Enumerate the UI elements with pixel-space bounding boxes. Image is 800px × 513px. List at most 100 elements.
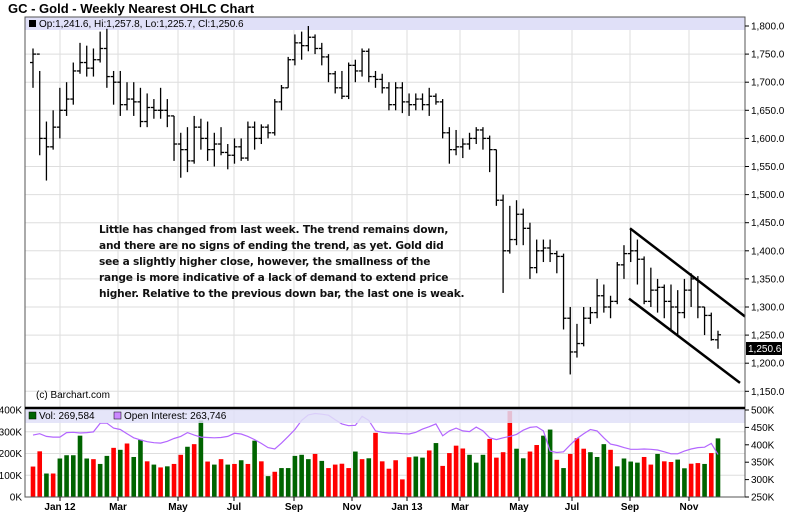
volume-bar <box>440 465 445 497</box>
ohlc-bar <box>43 121 50 181</box>
ohlc-bar <box>473 127 480 145</box>
date-tick-label: Jul <box>227 502 242 513</box>
volume-bar <box>185 446 190 497</box>
ohlc-bar <box>688 273 695 307</box>
volume-bar <box>64 455 69 497</box>
ohlc-bar <box>708 312 715 341</box>
price-tick-label: 1,150.0 <box>751 387 785 398</box>
ohlc-bar <box>103 28 110 88</box>
volume-bar <box>379 461 385 497</box>
volume-bar <box>97 463 103 497</box>
volume-tick-label: 400K <box>0 406 22 417</box>
volume-bar <box>339 463 345 497</box>
price-tick-label: 1,450.0 <box>751 218 785 229</box>
ohlc-bar <box>117 70 124 116</box>
volume-bar <box>628 461 633 497</box>
volume-bar <box>353 451 358 497</box>
price-tick-label: 1,300.0 <box>751 303 785 314</box>
volume-bar <box>50 473 56 497</box>
volume-bar <box>386 468 392 497</box>
ohlc-bar <box>620 245 627 279</box>
volume-bar <box>500 452 506 497</box>
volume-tick-label: 200K <box>0 449 22 460</box>
last-price-tag <box>746 342 782 355</box>
ohlc-bar <box>513 200 520 246</box>
ohlc-bar <box>90 48 97 77</box>
price-tick-label: 1,700.0 <box>751 78 785 89</box>
ohlc-bar <box>526 222 533 279</box>
ohlc-bar <box>224 144 231 170</box>
volume-bar <box>447 453 452 497</box>
ohlc-bar <box>150 99 157 119</box>
volume-bar <box>319 460 325 497</box>
ohlc-bar <box>392 82 399 111</box>
volume-bar <box>279 468 284 497</box>
volume-bar <box>561 468 566 497</box>
ohlc-bar <box>500 194 507 293</box>
price-tick-label: 1,600.0 <box>751 134 785 145</box>
annotation-line: and there are no signs of ending the tre… <box>99 240 444 252</box>
ohlc-bar <box>459 138 466 159</box>
ohlc-bar <box>641 256 648 305</box>
ohlc-bar <box>520 208 527 246</box>
volume-bar <box>111 447 116 497</box>
volume-bar <box>668 461 674 497</box>
volume-bar <box>554 459 560 497</box>
volume-bar <box>138 439 143 497</box>
ohlc-bar <box>332 70 339 94</box>
volume-bar <box>695 463 701 497</box>
ohlc-bar <box>372 70 379 88</box>
volume-bar <box>635 462 640 497</box>
ohlc-bar <box>244 121 251 161</box>
ohlc-bar <box>560 253 567 330</box>
volume-bar <box>84 458 90 497</box>
volume-bar <box>91 459 96 497</box>
ohlc-bar <box>278 85 285 111</box>
ohlc-bar <box>177 132 184 178</box>
volume-legend: Vol: 269,584 <box>39 411 95 422</box>
date-tick-label: Mar <box>109 502 127 513</box>
date-tick-label: Jul <box>565 502 580 513</box>
ohlc-bar <box>385 82 392 111</box>
volume-bar <box>232 463 237 497</box>
volume-bar <box>406 457 412 497</box>
volume-bars <box>30 411 721 497</box>
price-tick-label: 1,350.0 <box>751 274 785 285</box>
ohlc-bar <box>506 205 513 254</box>
price-tick-label: 1,550.0 <box>751 162 785 173</box>
ohlc-bar <box>97 31 104 63</box>
volume-bar <box>534 445 539 497</box>
volume-bar <box>326 468 331 497</box>
volume-bar <box>285 468 291 497</box>
volume-bar <box>124 443 130 497</box>
volume-bar <box>567 453 573 497</box>
ohlc-bar <box>600 284 607 313</box>
volume-bar <box>581 448 586 497</box>
price-tick-label: 1,800.0 <box>751 22 785 33</box>
ohlc-bar <box>446 127 453 164</box>
volume-bar <box>574 438 580 497</box>
volume-bar <box>171 463 177 497</box>
annotation-line: range is more indicative of a lack of de… <box>99 272 449 284</box>
trendlines <box>628 227 746 384</box>
ohlc-bar <box>271 99 278 136</box>
ohlc-bar <box>614 262 621 305</box>
ohlc-bar <box>144 93 151 128</box>
ohlc-bar <box>466 132 473 150</box>
price-tick-label: 1,500.0 <box>751 190 785 201</box>
trendline-upper <box>629 227 746 318</box>
volume-legend-swatch <box>28 411 37 420</box>
volume-bar <box>507 411 513 497</box>
ohlc-bar <box>36 53 43 156</box>
ohlc-bar <box>439 99 446 139</box>
ohlc-bar <box>63 82 70 116</box>
readout-band <box>25 17 745 30</box>
volume-bar <box>118 449 123 497</box>
price-bars <box>30 26 721 375</box>
oi-tick-label: 300K <box>751 475 775 486</box>
ohlc-bar <box>594 278 601 319</box>
ohlc-readout: Op:1,241.6, Hi:1,257.8, Lo:1,225.7, Cl:1… <box>39 19 244 30</box>
volume-bar <box>198 420 204 497</box>
ohlc-bar <box>607 295 614 319</box>
